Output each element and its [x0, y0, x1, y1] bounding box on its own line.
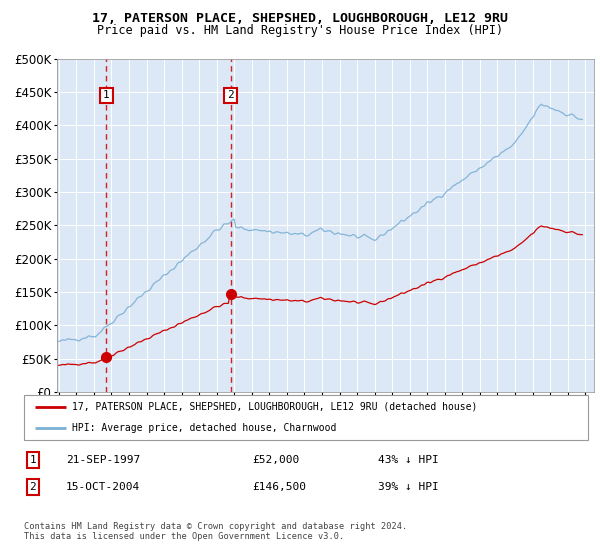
Text: 17, PATERSON PLACE, SHEPSHED, LOUGHBOROUGH, LE12 9RU: 17, PATERSON PLACE, SHEPSHED, LOUGHBOROU… [92, 12, 508, 25]
Text: 15-OCT-2004: 15-OCT-2004 [66, 482, 140, 492]
Text: 17, PATERSON PLACE, SHEPSHED, LOUGHBOROUGH, LE12 9RU (detached house): 17, PATERSON PLACE, SHEPSHED, LOUGHBOROU… [72, 402, 478, 412]
Text: 39% ↓ HPI: 39% ↓ HPI [378, 482, 439, 492]
Text: HPI: Average price, detached house, Charnwood: HPI: Average price, detached house, Char… [72, 422, 337, 432]
Text: Price paid vs. HM Land Registry's House Price Index (HPI): Price paid vs. HM Land Registry's House … [97, 24, 503, 36]
Text: 2: 2 [227, 91, 234, 100]
Text: 1: 1 [103, 91, 110, 100]
Text: 43% ↓ HPI: 43% ↓ HPI [378, 455, 439, 465]
Text: £52,000: £52,000 [252, 455, 299, 465]
Text: 2: 2 [29, 482, 37, 492]
Text: £146,500: £146,500 [252, 482, 306, 492]
Text: 1: 1 [29, 455, 37, 465]
Text: Contains HM Land Registry data © Crown copyright and database right 2024.
This d: Contains HM Land Registry data © Crown c… [24, 522, 407, 542]
FancyBboxPatch shape [24, 395, 588, 440]
Text: 21-SEP-1997: 21-SEP-1997 [66, 455, 140, 465]
